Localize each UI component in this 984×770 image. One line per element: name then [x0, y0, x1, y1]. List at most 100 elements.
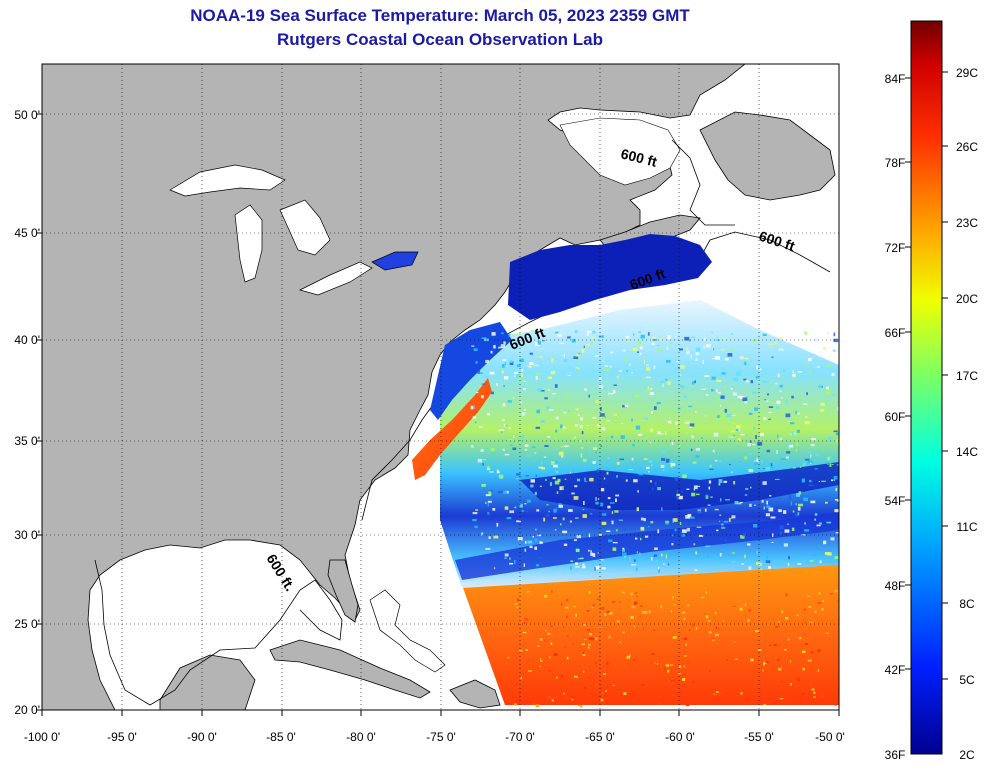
sst-speckle-warm: [551, 699, 554, 702]
sst-speckle: [592, 461, 596, 464]
sst-speckle: [779, 337, 783, 340]
sst-speckle: [554, 384, 558, 388]
sst-speckle: [744, 361, 747, 365]
sst-speckle: [832, 349, 836, 352]
sst-speckle: [768, 411, 772, 413]
sst-speckle: [561, 445, 563, 448]
sst-speckle: [490, 489, 493, 494]
sst-speckle-warm: [515, 683, 517, 686]
sst-speckle: [659, 433, 664, 435]
sst-speckle: [660, 380, 665, 383]
sst-speckle-warm: [809, 683, 812, 686]
sst-speckle: [831, 331, 833, 335]
sst-speckle: [709, 468, 714, 470]
sst-speckle: [756, 550, 758, 555]
sst-speckle: [631, 418, 633, 422]
sst-speckle: [810, 500, 816, 504]
sst-speckle: [833, 338, 839, 343]
sst-speckle: [538, 466, 543, 469]
sst-speckle: [783, 510, 787, 514]
sst-speckle-warm: [725, 659, 728, 661]
sst-speckle: [623, 528, 628, 531]
sst-speckle-warm: [667, 669, 670, 673]
sst-speckle: [548, 409, 554, 411]
sst-speckle-warm: [612, 684, 615, 687]
sst-speckle: [719, 416, 723, 420]
sst-speckle: [753, 426, 756, 430]
sst-speckle: [528, 365, 532, 368]
sst-speckle-warm: [542, 636, 544, 639]
sst-speckle-warm: [737, 677, 740, 679]
sst-speckle-warm: [762, 669, 764, 672]
sst-speckle: [723, 385, 727, 389]
sst-speckle-warm: [686, 704, 690, 707]
sst-speckle: [500, 344, 506, 348]
sst-speckle: [590, 550, 592, 553]
sst-speckle: [691, 381, 695, 385]
sst-speckle: [574, 485, 578, 488]
sst-speckle: [482, 462, 484, 466]
sst-speckle: [835, 432, 839, 436]
sst-speckle: [570, 560, 574, 562]
sst-speckle: [731, 422, 736, 425]
sst-speckle: [622, 552, 627, 557]
sst-speckle: [604, 415, 606, 418]
sst-speckle: [652, 487, 654, 491]
sst-speckle: [718, 392, 721, 394]
sst-speckle: [795, 503, 797, 506]
sst-speckle-warm: [765, 661, 769, 663]
sst-speckle: [503, 385, 505, 387]
sst-speckle: [653, 406, 657, 410]
sst-speckle-warm: [775, 700, 779, 703]
sst-speckle-warm: [763, 661, 768, 664]
sst-speckle: [579, 425, 583, 429]
sst-speckle: [720, 498, 722, 502]
sst-speckle: [534, 491, 537, 496]
sst-speckle-warm: [678, 672, 681, 675]
sst-speckle: [703, 345, 705, 349]
sst-speckle: [547, 436, 551, 438]
sst-speckle: [695, 493, 700, 496]
sst-speckle: [820, 402, 825, 406]
sst-speckle: [723, 480, 728, 483]
sst-speckle-warm: [683, 665, 686, 668]
sst-speckle: [791, 431, 793, 436]
sst-speckle: [526, 455, 532, 457]
sst-speckle: [689, 339, 691, 342]
sst-speckle-warm: [595, 662, 597, 664]
sst-speckle-warm: [778, 620, 780, 623]
sst-speckle-warm: [789, 682, 792, 686]
sst-speckle-warm: [785, 593, 788, 596]
sst-speckle: [631, 564, 637, 566]
sst-speckle: [744, 508, 746, 510]
sst-speckle-warm: [665, 663, 670, 667]
sst-speckle: [567, 374, 571, 376]
sst-speckle: [765, 560, 771, 563]
sst-speckle: [798, 503, 803, 507]
cbar-f-54: 54F: [884, 494, 906, 508]
sst-speckle: [691, 336, 696, 339]
sst-speckle: [487, 412, 491, 416]
sst-speckle: [772, 533, 774, 537]
sst-speckle: [535, 372, 541, 376]
sst-speckle: [716, 339, 720, 342]
sst-speckle-warm: [577, 703, 580, 706]
sst-speckle: [730, 349, 733, 352]
sst-speckle: [668, 461, 673, 464]
sst-speckle: [657, 487, 661, 491]
sst-speckle: [477, 370, 480, 374]
sst-speckle-warm: [600, 698, 604, 702]
sst-speckle: [578, 440, 582, 442]
sst-speckle: [521, 412, 526, 416]
sst-speckle: [559, 342, 564, 344]
sst-speckle: [720, 404, 722, 407]
sst-speckle-warm: [537, 663, 540, 665]
sst-speckle-warm: [588, 643, 591, 646]
sst-speckle: [646, 418, 649, 420]
sst-speckle: [731, 333, 733, 335]
sst-speckle: [571, 338, 576, 343]
sst-speckle: [695, 555, 699, 557]
sst-speckle: [600, 502, 604, 507]
sst-speckle: [502, 359, 507, 362]
sst-speckle: [574, 566, 580, 568]
